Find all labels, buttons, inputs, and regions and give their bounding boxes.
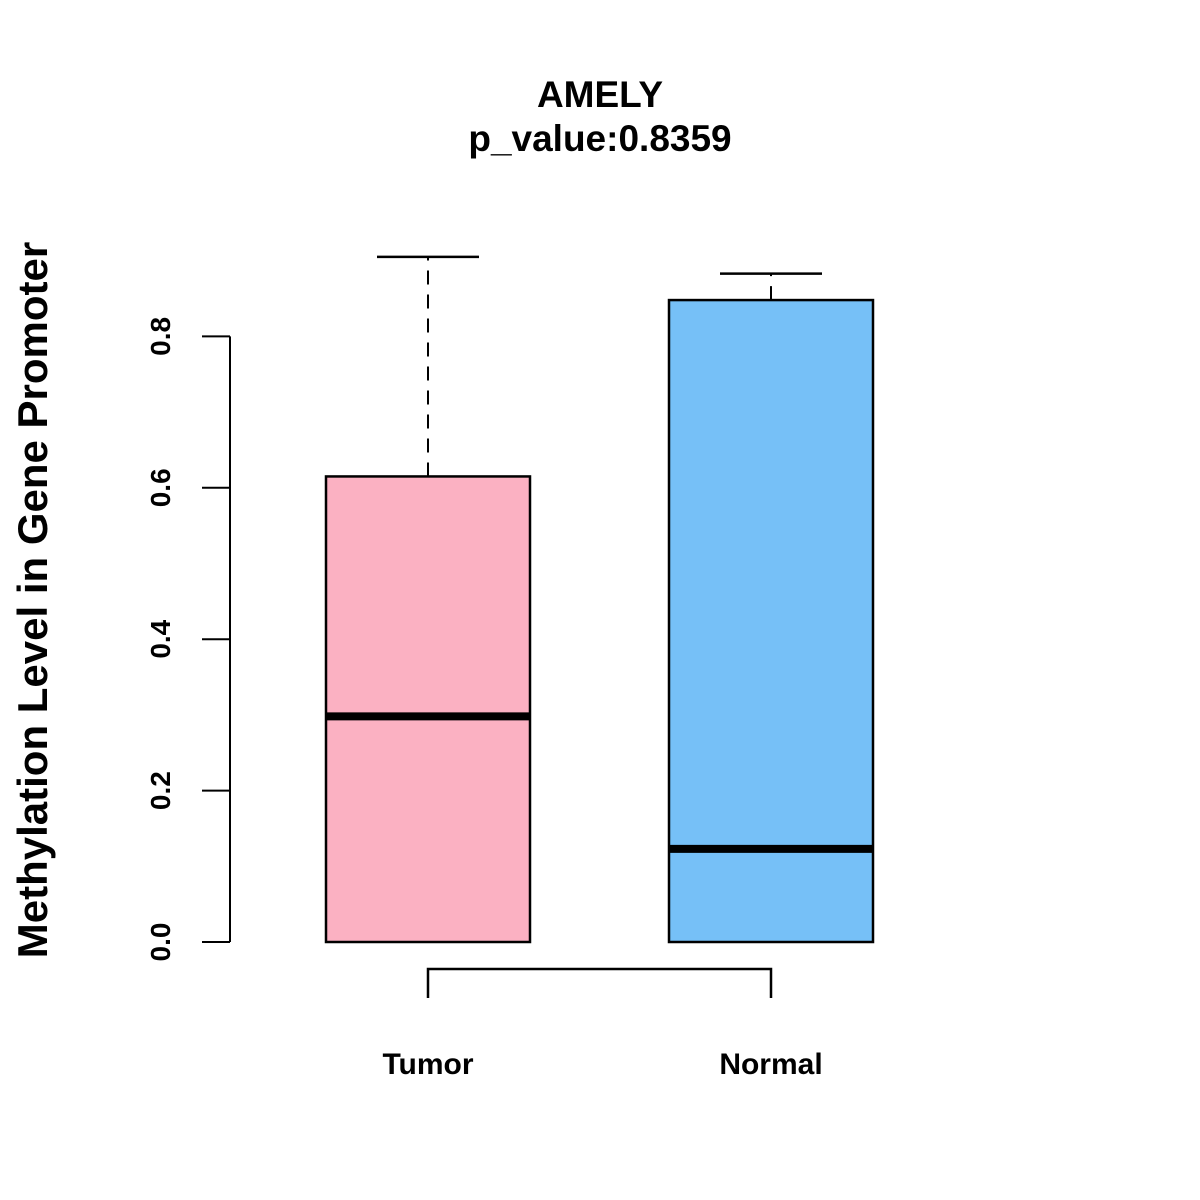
y-tick-label: 0.2 xyxy=(145,771,176,810)
chart-title: AMELY xyxy=(537,74,663,115)
y-tick-label: 0.6 xyxy=(145,468,176,507)
y-axis-title: Methylation Level in Gene Promoter xyxy=(9,242,56,958)
bracket-line xyxy=(426,967,773,998)
chart-subtitle: p_value:0.8359 xyxy=(468,118,731,159)
category-labels: Tumor Normal xyxy=(382,1048,822,1081)
comparison-bracket xyxy=(426,967,773,998)
y-axis: 0.0 0.2 0.4 0.6 0.8 xyxy=(145,317,231,962)
y-tick-label: 0.0 xyxy=(145,923,176,962)
y-tick-label: 0.4 xyxy=(145,619,176,658)
category-label-normal: Normal xyxy=(719,1048,822,1081)
boxes-layer xyxy=(324,255,875,944)
box-tumor xyxy=(324,255,532,944)
box-body xyxy=(324,475,532,944)
box-body xyxy=(667,298,875,944)
box-normal xyxy=(667,272,875,944)
category-label-tumor: Tumor xyxy=(382,1048,473,1081)
y-tick-label: 0.8 xyxy=(145,317,176,356)
